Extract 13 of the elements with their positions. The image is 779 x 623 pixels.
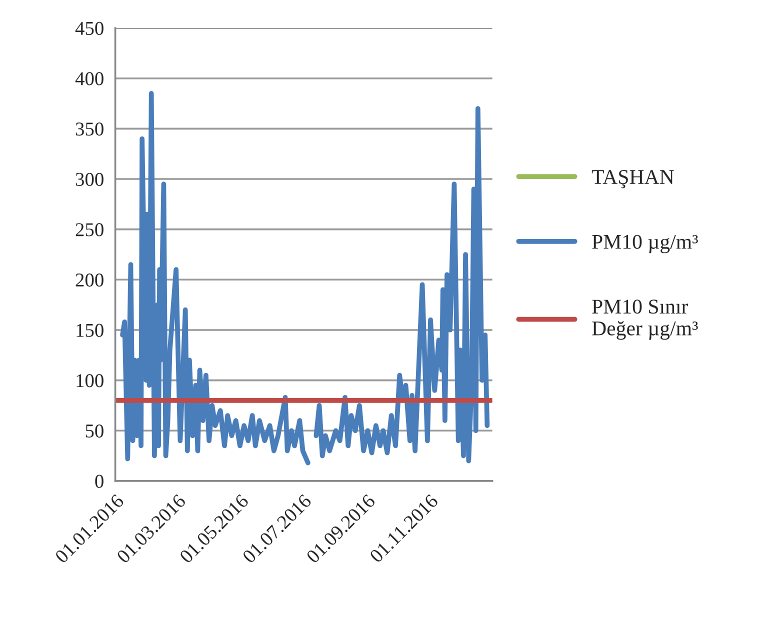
y-tick-label: 50 (86, 424, 104, 438)
y-tick-label: 400 (75, 72, 104, 86)
y-tick-label: 450 (75, 22, 104, 35)
y-tick-label: 350 (76, 122, 104, 136)
y-tick-label: 100 (76, 374, 104, 388)
legend-label: TAŞHAN (592, 170, 674, 188)
y-tick-label: 200 (76, 273, 104, 287)
y-tick-label: 150 (76, 324, 104, 337)
legend-label: PM10 µg/m³ (592, 234, 698, 254)
y-tick-label: 0 (95, 474, 104, 488)
y-tick-label: 250 (76, 223, 104, 236)
legend-label: PM10 Sınır Değer µg/m³ (592, 300, 698, 340)
y-tick-label: 300 (76, 172, 104, 186)
